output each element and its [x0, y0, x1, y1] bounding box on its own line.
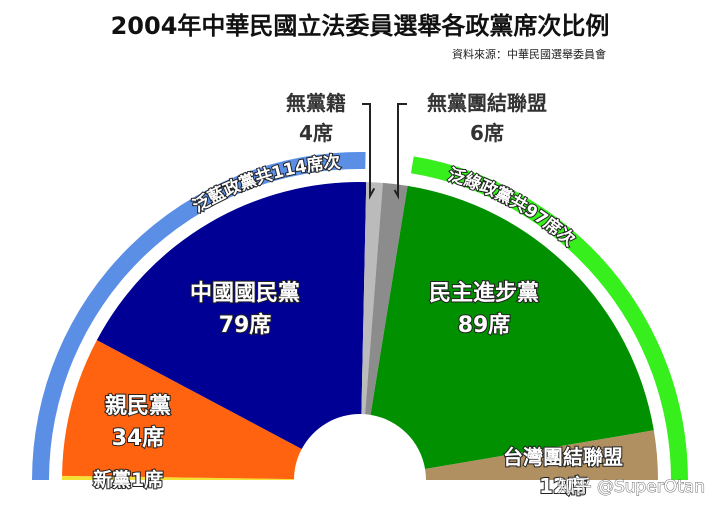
- slice-seats-ind: 4席: [299, 121, 333, 145]
- slice-seats-dpp: 89席: [458, 312, 511, 338]
- slice-kmt: [96, 182, 367, 450]
- slice-seats-kmt: 79席: [219, 312, 272, 338]
- slice-ind: [361, 182, 383, 415]
- slice-np: [62, 475, 295, 480]
- slice-dpp: [370, 185, 654, 469]
- leader-line-nsu: [393, 103, 407, 200]
- slice-pfp: [62, 340, 302, 480]
- chart-source: 資料來源：中華民國選舉委員會: [452, 47, 606, 61]
- party-slices: [62, 182, 658, 480]
- chart-title: 2004年中華民國立法委員選舉各政黨席次比例: [111, 12, 610, 40]
- slice-name-nsu: 無黨團結聯盟: [427, 91, 547, 115]
- slice-name-ind: 無黨籍: [286, 91, 346, 115]
- slice-name-tsu: 台灣團結聯盟: [503, 445, 623, 469]
- slice-seats-tsu: 12席: [539, 474, 587, 498]
- slice-name-kmt: 中國國民黨: [190, 281, 300, 306]
- slice-seats-pfp: 34席: [112, 425, 165, 451]
- slice-name-dpp: 民主進步黨: [429, 280, 539, 306]
- slice-name-np: 新黨: [93, 468, 131, 491]
- slice-nsu: [365, 182, 408, 415]
- slice-name-pfp: 親民黨: [105, 394, 171, 419]
- watermark: 知乎 @SuperOtan: [558, 477, 705, 497]
- slice-tsu: [425, 430, 658, 480]
- slice-label-np: 新黨1席: [93, 468, 163, 491]
- slice-seats-nsu: 6席: [470, 121, 504, 145]
- leader-line-ind: [362, 103, 376, 200]
- slice-seats-np: 1席: [131, 468, 163, 491]
- bloc-band-pan_green: [410, 156, 688, 481]
